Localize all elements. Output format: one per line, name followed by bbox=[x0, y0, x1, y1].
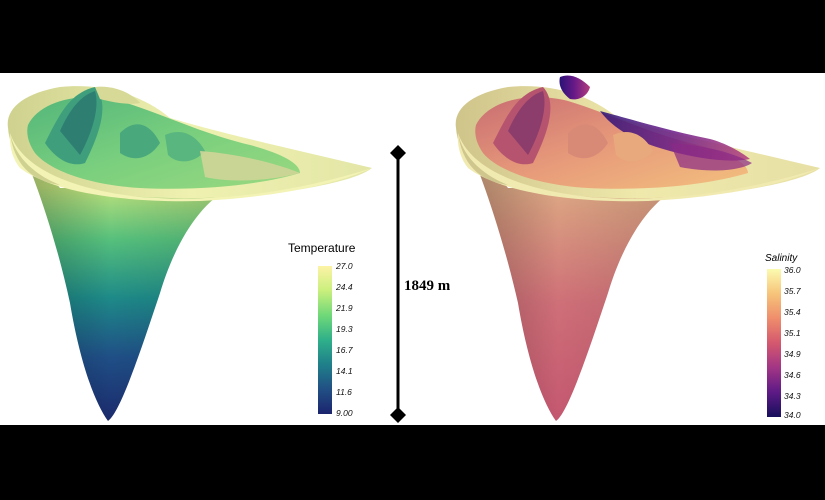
salinity-tick: 34.0 bbox=[784, 410, 801, 420]
salinity-tick: 35.1 bbox=[784, 328, 801, 338]
salinity-panel: Salinity 36.0 35.7 35.4 35.1 34.9 34.6 3… bbox=[440, 73, 825, 425]
temperature-tick: 24.4 bbox=[336, 282, 353, 292]
temperature-colorbar bbox=[318, 266, 332, 414]
temperature-tick: 21.9 bbox=[336, 303, 353, 313]
temperature-tick: 9.00 bbox=[336, 408, 353, 418]
scale-bar-top-diamond-icon bbox=[390, 145, 406, 161]
salinity-tick: 34.3 bbox=[784, 391, 801, 401]
temperature-tick: 16.7 bbox=[336, 345, 353, 355]
depth-scale-bar bbox=[390, 145, 406, 423]
temperature-panel: Temperature 27.0 24.4 21.9 19.3 16.7 14.… bbox=[0, 73, 380, 425]
salinity-tick: 34.6 bbox=[784, 370, 801, 380]
salinity-tick: 34.9 bbox=[784, 349, 801, 359]
temperature-tick: 27.0 bbox=[336, 261, 353, 271]
salinity-tick: 36.0 bbox=[784, 265, 801, 275]
salinity-basin-render bbox=[455, 75, 820, 421]
figure-canvas: Temperature 27.0 24.4 21.9 19.3 16.7 14.… bbox=[0, 73, 825, 425]
temperature-tick: 19.3 bbox=[336, 324, 353, 334]
salinity-colorbar bbox=[767, 269, 781, 417]
scale-bar-label: 1849 m bbox=[404, 278, 451, 294]
scale-bar-bottom-diamond-icon bbox=[390, 407, 406, 423]
salinity-tick: 35.4 bbox=[784, 307, 801, 317]
salinity-colorbar-title: Salinity bbox=[765, 253, 798, 264]
temperature-tick: 11.6 bbox=[336, 387, 352, 397]
salinity-tick: 35.7 bbox=[784, 286, 801, 296]
temperature-colorbar-title: Temperature bbox=[288, 241, 356, 255]
temperature-basin-render bbox=[7, 86, 373, 421]
temperature-tick: 14.1 bbox=[336, 366, 353, 376]
